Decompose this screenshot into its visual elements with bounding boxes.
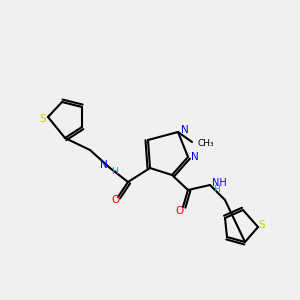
- Text: N: N: [181, 125, 189, 135]
- Text: N: N: [100, 160, 108, 170]
- Text: NH: NH: [212, 178, 227, 188]
- Text: O: O: [176, 206, 184, 216]
- Text: H: H: [111, 167, 117, 176]
- Text: S: S: [259, 220, 265, 230]
- Text: N: N: [191, 152, 199, 162]
- Text: S: S: [40, 114, 46, 124]
- Text: O: O: [111, 195, 119, 205]
- Text: H: H: [214, 184, 220, 194]
- Text: CH₃: CH₃: [197, 140, 214, 148]
